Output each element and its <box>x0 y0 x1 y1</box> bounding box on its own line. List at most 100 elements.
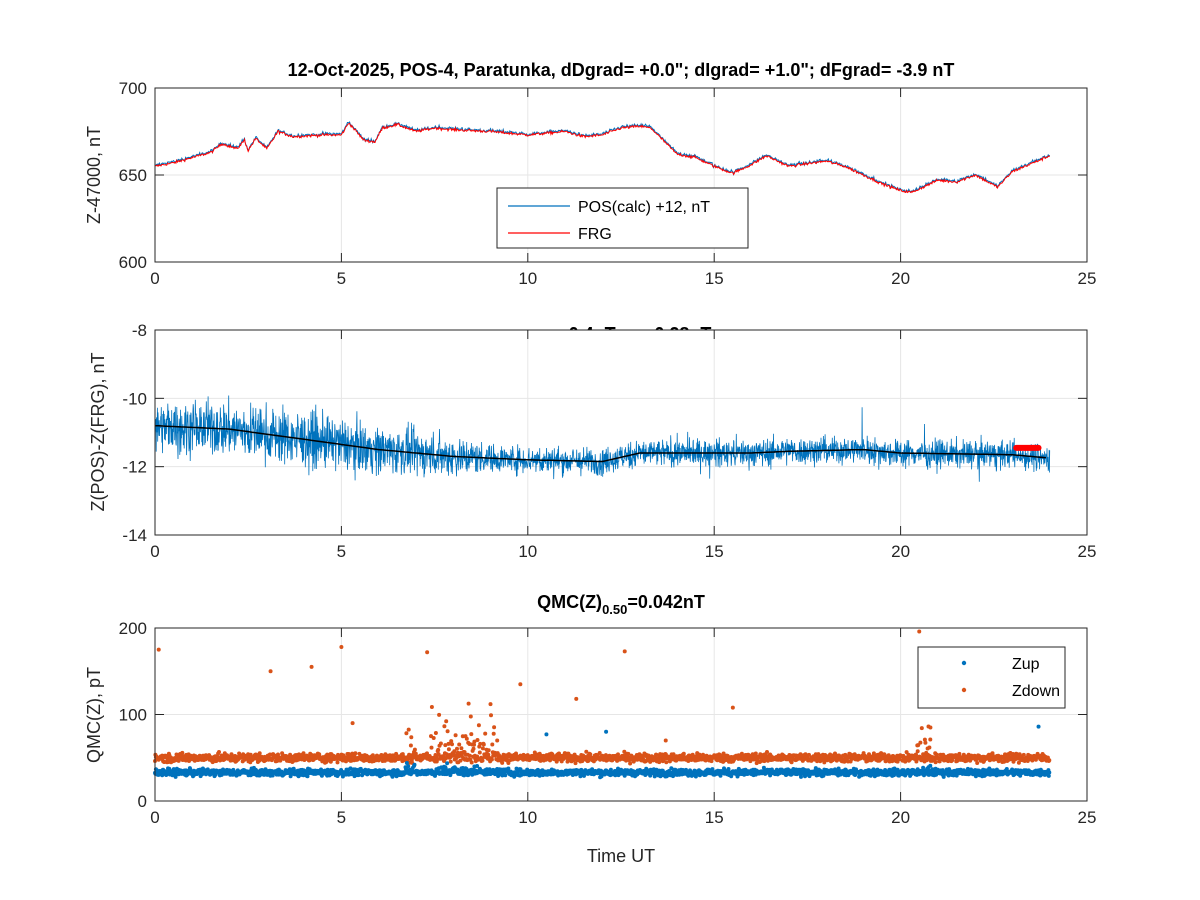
x-tick-label: 5 <box>337 269 346 288</box>
scatter-point <box>478 741 483 746</box>
scatter-point <box>1021 752 1026 757</box>
scatter-point <box>483 731 488 736</box>
difference-series-line <box>154 395 1051 482</box>
scatter-point <box>954 773 959 778</box>
scatter-point <box>486 752 491 757</box>
scatter-point <box>438 741 443 746</box>
x-tick-label: 5 <box>337 542 346 561</box>
scatter-point <box>443 743 448 748</box>
scatter-point <box>458 758 463 763</box>
scatter-point <box>449 739 454 744</box>
x-tick-label: 25 <box>1078 808 1097 827</box>
scatter-point <box>180 750 185 755</box>
y-tick-label: 600 <box>119 253 147 272</box>
scatter-point <box>431 736 436 740</box>
scatter-point <box>466 701 471 706</box>
scatter-point <box>718 773 723 778</box>
scatter-point <box>1016 760 1021 765</box>
scatter-point <box>681 751 686 756</box>
scatter-point <box>709 759 714 764</box>
scatter-point <box>446 741 451 746</box>
scatter-point <box>957 751 962 756</box>
scatter-point <box>879 751 884 756</box>
scatter-point <box>922 737 927 742</box>
y-tick-label: -14 <box>122 526 147 545</box>
y-tick-label: 700 <box>119 79 147 98</box>
x-tick-label: 20 <box>891 808 910 827</box>
x-tick-label: 0 <box>150 269 159 288</box>
scatter-point <box>257 751 262 756</box>
scatter-point <box>301 751 306 756</box>
scatter-point <box>480 758 485 763</box>
scatter-point <box>765 750 769 754</box>
series-line-pos <box>154 121 1051 193</box>
scatter-point-outlier <box>622 649 627 654</box>
scatter-point <box>648 773 653 778</box>
scatter-point <box>488 702 493 707</box>
scatter-point <box>173 774 178 779</box>
scatter-point-outlier <box>663 738 668 743</box>
scatter-point <box>503 773 508 778</box>
scatter-point <box>471 746 476 751</box>
scatter-point <box>353 751 358 756</box>
scatter-point <box>491 731 496 736</box>
scatter-point <box>450 742 454 747</box>
scatter-point <box>950 758 955 763</box>
scatter-point <box>459 746 464 751</box>
scatter-point <box>452 749 457 754</box>
scatter-point <box>457 742 462 747</box>
scatter-point <box>657 760 662 765</box>
bottom-chart-title: QMC(Z)0.50=0.042nT <box>537 592 705 617</box>
scatter-point <box>626 751 631 756</box>
scatter-point <box>927 745 932 750</box>
scatter-point <box>492 725 497 730</box>
scatter-point <box>489 713 493 718</box>
scatter-point <box>469 732 474 737</box>
scatter-point <box>506 766 511 771</box>
x-tick-label: 20 <box>891 269 910 288</box>
scatter-point <box>622 749 627 754</box>
scatter-point <box>464 736 469 741</box>
trend-line <box>154 424 1047 463</box>
scatter-point <box>445 761 450 766</box>
y-tick-label: 200 <box>119 619 147 638</box>
scatter-point <box>941 774 946 779</box>
scatter-point <box>348 766 353 771</box>
scatter-point <box>468 714 473 719</box>
x-tick-label: 10 <box>518 808 537 827</box>
scatter-point <box>597 751 602 755</box>
scatter-point <box>412 762 417 767</box>
scatter-point <box>356 773 361 778</box>
scatter-point <box>628 761 633 766</box>
x-tick-label: 15 <box>705 808 724 827</box>
axes-frame <box>154 627 1088 802</box>
top-legend: POS(calc) +12, nT FRG <box>496 187 749 249</box>
x-tick-label: 0 <box>150 808 159 827</box>
scatter-point <box>475 764 480 768</box>
scatter-point <box>217 750 221 754</box>
scatter-point <box>486 748 491 753</box>
scatter-point <box>429 745 434 750</box>
scatter-point <box>726 767 731 771</box>
scatter-point <box>455 746 459 751</box>
scatter-point <box>469 760 474 765</box>
scatter-point <box>404 761 409 765</box>
scatter-point-outlier <box>604 729 609 734</box>
x-tick-label: 15 <box>705 269 724 288</box>
scatter-point-outlier <box>544 732 549 737</box>
scatter-series-zdown <box>153 629 1052 766</box>
top-axes: 0 5 10 15 20 25 600 650 700 <box>119 79 1097 288</box>
legend-label-frg: FRG <box>578 226 612 243</box>
legend-label-pos: POS(calc) +12, nT <box>578 199 710 216</box>
scatter-point <box>897 773 901 778</box>
scatter-point <box>500 760 505 765</box>
scatter-point <box>799 774 803 779</box>
legend-marker-zup <box>961 660 967 666</box>
scatter-point <box>664 760 669 765</box>
legend-label-zup: Zup <box>1012 656 1040 673</box>
scatter-point <box>921 765 926 770</box>
scatter-point <box>928 737 933 742</box>
scatter-point <box>409 735 414 740</box>
x-tick-label: 25 <box>1078 542 1097 561</box>
x-tick-label: 5 <box>337 808 346 827</box>
